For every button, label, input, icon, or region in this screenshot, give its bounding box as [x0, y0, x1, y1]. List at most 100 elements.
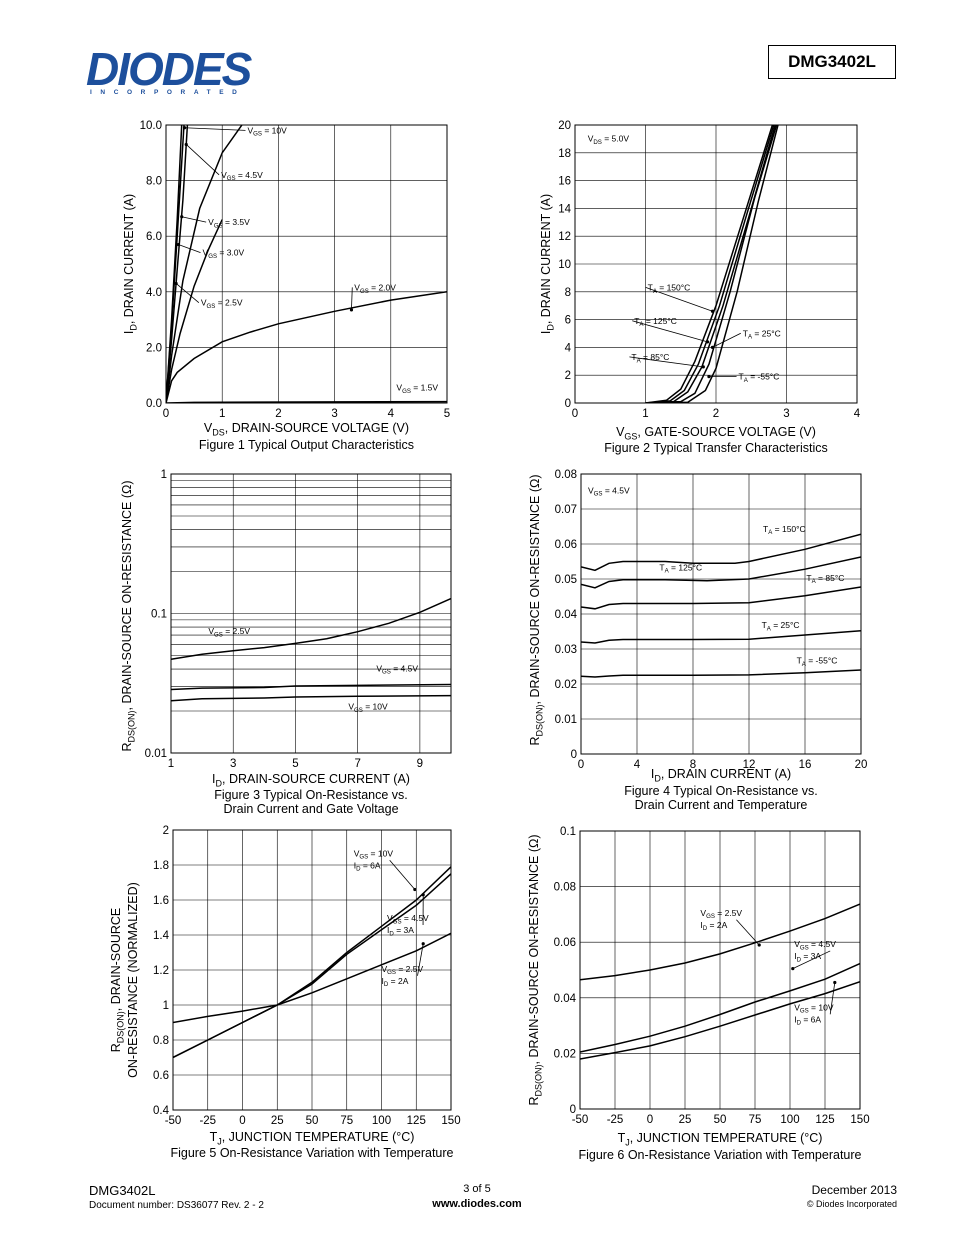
series-line [581, 669, 861, 678]
y-tick-label: 1 [163, 1000, 169, 1012]
annotation-label: TA = 150°C [763, 524, 806, 536]
annotation-label: TA = 150°C [648, 282, 691, 294]
annotation-label: TA = 125°C [659, 562, 702, 574]
x-tick-label: 7 [354, 758, 360, 770]
y-axis-label: RDS(ON), DRAIN-SOURCE ON-RESISTANCE (Ω) [527, 835, 544, 1106]
y-axis-label: RDS(ON), DRAIN-SOURCE ON-RESISTANCE (Ω) [528, 475, 545, 746]
y-tick-label: 20 [558, 120, 571, 132]
annotation-arrow-head [413, 887, 417, 892]
annotation-label: TA = 85°C [631, 352, 669, 364]
x-tick-label: 4 [634, 759, 641, 771]
y-tick-label: 4 [565, 342, 572, 354]
figure-caption: Figure 3 Typical On-Resistance vs. [214, 788, 408, 802]
y-tick-label: 0 [565, 398, 571, 410]
x-tick-label: 1 [219, 408, 225, 420]
x-tick-label: 100 [780, 1114, 799, 1126]
annotation-arrow-head [421, 893, 425, 897]
y-tick-label: 0.01 [145, 748, 167, 760]
y-tick-label: 6 [565, 315, 571, 327]
x-tick-label: 75 [749, 1114, 762, 1126]
x-tick-label: 4 [388, 408, 395, 420]
annotation-label: VGS = 4.5V [387, 913, 429, 925]
annotation-arrow [792, 950, 831, 969]
annotation-arrow [175, 283, 200, 304]
x-tick-label: 0 [239, 1115, 245, 1127]
footer-copyright: © Diodes Incorporated [806, 1199, 897, 1209]
y-tick-label: 18 [558, 148, 571, 160]
x-tick-label: 1 [642, 408, 648, 420]
x-tick-label: 12 [743, 759, 756, 771]
annotation-arrow [829, 982, 836, 1015]
footer-date: December 2013 [811, 1183, 897, 1197]
x-tick-label: 5 [444, 408, 450, 420]
x-tick-label: 50 [714, 1114, 727, 1126]
x-tick-label: 0 [647, 1114, 653, 1126]
y-tick-label: 0.08 [555, 469, 577, 481]
y-axis-label: ON-RESISTANCE (NORMALIZED) [126, 882, 140, 1078]
figure-caption: Figure 6 On-Resistance Variation with Te… [578, 1148, 861, 1162]
plot-frame [170, 473, 452, 754]
x-tick-label: 2 [713, 408, 719, 420]
y-tick-label: 0.02 [554, 1048, 576, 1060]
x-tick-label: -25 [607, 1114, 624, 1126]
y-tick-label: 14 [558, 203, 571, 215]
series-line [166, 400, 447, 403]
gridlines [579, 830, 861, 1110]
y-tick-label: 0.04 [555, 609, 578, 621]
annotation-arrow [645, 287, 713, 312]
series-line [171, 597, 451, 660]
y-tick-label: 0.01 [555, 714, 577, 726]
annotation-arrow-head [701, 365, 705, 369]
y-tick-label: 16 [558, 176, 571, 188]
footer-website-link[interactable]: www.diodes.com [432, 1198, 522, 1210]
fig1-chart: 0 1 2 3 4 5 0.0 2.0 4.0 6.0 8.0 10.0 VGS = 10V VGS = … [122, 120, 450, 452]
annotation-label: VGS = 2.5V [700, 908, 742, 920]
annotation-arrow [632, 320, 708, 343]
annotation-label: VGS = 10V [247, 125, 287, 137]
plot-frame [172, 829, 452, 1111]
y-tick-label: 8 [565, 287, 571, 299]
gridlines [574, 124, 858, 404]
gridlines [170, 474, 451, 754]
x-tick-label: 0 [578, 759, 584, 771]
annotation-label: ID = 6A [354, 860, 381, 872]
series-line [581, 533, 861, 572]
annotation-label: VGS = 10V [794, 1002, 834, 1014]
fig4-chart: 0 4 8 12 16 20 0 0.01 0.02 0.03 0.04 0.05 0.06 0.07 0.… [528, 469, 867, 812]
series-line [166, 125, 189, 403]
annotation-arrow-head [757, 943, 761, 947]
annotation-label: TA = 125°C [634, 316, 677, 328]
y-axis-label: RDS(ON), DRAIN-SOURCE [109, 908, 126, 1053]
y-tick-label: 1 [161, 469, 167, 481]
figure-caption: Figure 4 Typical On-Resistance vs. [624, 784, 818, 798]
series-line [580, 962, 860, 1053]
annotation-arrow [736, 919, 760, 946]
y-tick-label: 0.08 [554, 882, 576, 894]
x-axis-label: VGS, GATE-SOURCE VOLTAGE (V) [616, 425, 816, 442]
series-line [580, 980, 860, 1060]
annotation-label: TA = 25°C [762, 620, 800, 632]
y-tick-label: 8.0 [146, 176, 162, 188]
x-tick-label: 150 [850, 1114, 869, 1126]
x-tick-label: 9 [417, 758, 423, 770]
x-tick-label: -25 [199, 1115, 216, 1127]
annotation-label: VGS = 1.5V [396, 382, 438, 394]
y-tick-label: 0.0 [146, 398, 162, 410]
x-tick-label: 0 [163, 408, 169, 420]
x-tick-label: 5 [292, 758, 298, 770]
gridlines [580, 473, 862, 755]
series-line [580, 903, 860, 981]
annotation-label: VGS = 2.5V [201, 298, 243, 310]
annotation-label: VGS = 4.5V [376, 663, 418, 675]
plot-frame [580, 473, 862, 755]
annotation-arrow-head [833, 980, 837, 985]
annotation-arrow-head [421, 942, 425, 946]
x-tick-label: -50 [572, 1114, 589, 1126]
x-tick-label: 25 [679, 1114, 692, 1126]
annotation-label: VGS = 10V [348, 702, 388, 714]
annotation-label: VGS = 2.5V [382, 964, 424, 976]
y-tick-label: 0 [570, 1104, 576, 1116]
x-tick-label: 125 [815, 1114, 834, 1126]
x-axis-label: ID, DRAIN CURRENT (A) [651, 767, 791, 784]
y-tick-label: 0.06 [555, 539, 577, 551]
